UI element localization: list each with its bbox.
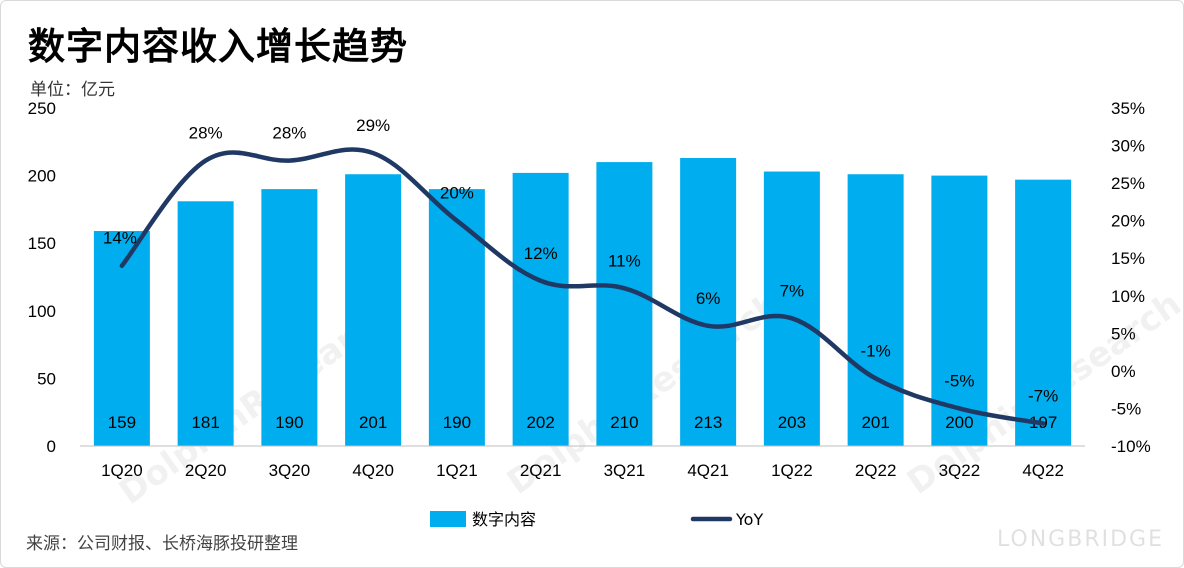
y-right-tick-label: 35% <box>1111 99 1145 118</box>
bar <box>1015 179 1072 446</box>
y-right-tick-label: 20% <box>1111 212 1145 231</box>
bar <box>177 201 234 446</box>
bar-value-label: 213 <box>694 413 722 432</box>
bar <box>428 189 485 446</box>
x-tick-label: 2Q21 <box>520 461 562 480</box>
bar-value-labels: 159 181 190 201 190 202 210 213 203 201 200 197 <box>108 413 1058 432</box>
yoy-label: 14% <box>103 229 137 248</box>
x-tick-label: 1Q21 <box>436 461 478 480</box>
bar <box>847 174 904 447</box>
yoy-label: -7% <box>1028 386 1058 405</box>
y-right-tick-label: 15% <box>1111 249 1145 268</box>
y-left-axis: 0 50 100 150 200 250 <box>28 99 56 456</box>
y-left-tick-label: 100 <box>28 302 56 321</box>
brand-watermark: LONGBRIDGE <box>996 527 1164 552</box>
x-tick-label: 3Q22 <box>939 461 981 480</box>
bar-value-label: 181 <box>191 413 219 432</box>
bar <box>680 158 737 447</box>
x-tick-label: 2Q20 <box>185 461 227 480</box>
y-right-tick-label: -10% <box>1111 437 1151 456</box>
x-axis: 1Q20 2Q20 3Q20 4Q20 1Q21 2Q21 3Q21 4Q21 1Q22 2Q22… <box>101 461 1064 480</box>
x-tick-label: 3Q21 <box>604 461 646 480</box>
bar-value-label: 159 <box>108 413 136 432</box>
y-right-tick-label: 25% <box>1111 174 1145 193</box>
bar-value-label: 201 <box>359 413 387 432</box>
source-note: 来源：公司财报、长桥海豚投研整理 <box>26 534 298 554</box>
y-left-tick-label: 0 <box>47 437 56 456</box>
y-left-tick-label: 200 <box>28 167 56 186</box>
bar-value-label: 203 <box>778 413 806 432</box>
y-right-axis: -10% -5% 0% 5% 10% 15% 20% 25% 30% 35% <box>1111 99 1151 456</box>
yoy-label: -5% <box>944 371 974 390</box>
yoy-label: 28% <box>189 124 223 143</box>
chart-title: 数字内容收入增长趋势 <box>28 25 408 68</box>
yoy-label: 20% <box>440 184 474 203</box>
legend-line-label: YoY <box>735 510 763 529</box>
unit-label: 单位：亿元 <box>30 80 115 100</box>
bar-value-label: 190 <box>443 413 471 432</box>
bar-value-label: 210 <box>610 413 638 432</box>
y-left-tick-label: 250 <box>28 99 56 118</box>
x-tick-label: 4Q20 <box>352 461 394 480</box>
x-tick-label: 3Q20 <box>269 461 311 480</box>
x-tick-label: 1Q20 <box>101 461 143 480</box>
y-right-tick-label: 5% <box>1111 324 1136 343</box>
x-tick-label: 4Q22 <box>1022 461 1064 480</box>
yoy-label: 29% <box>356 116 390 135</box>
bar <box>512 172 569 446</box>
bar-value-label: 200 <box>945 413 973 432</box>
y-right-tick-label: -5% <box>1111 399 1141 418</box>
yoy-label: -1% <box>861 341 891 360</box>
bar <box>596 162 653 446</box>
yoy-label: 7% <box>780 281 805 300</box>
bar-series <box>93 158 1072 447</box>
y-right-tick-label: 0% <box>1111 362 1136 381</box>
y-right-tick-label: 30% <box>1111 137 1145 156</box>
y-left-tick-label: 50 <box>37 369 56 388</box>
bar-value-label: 201 <box>861 413 889 432</box>
yoy-line <box>119 147 1046 426</box>
yoy-label: 28% <box>272 124 306 143</box>
yoy-labels: 14% 28% 28% 29% 20% 12% 11% 6% 7% -1% -5% -7% <box>103 116 1058 405</box>
y-right-tick-label: 10% <box>1111 287 1145 306</box>
bar-value-label: 190 <box>275 413 303 432</box>
bar <box>261 189 318 446</box>
legend: 数字内容 YoY <box>430 510 763 529</box>
legend-bar-label: 数字内容 <box>472 510 536 529</box>
x-tick-label: 4Q21 <box>687 461 729 480</box>
bar <box>763 171 820 446</box>
bar <box>345 174 402 447</box>
yoy-label: 12% <box>524 244 558 263</box>
x-tick-label: 2Q22 <box>855 461 897 480</box>
x-tick-label: 1Q22 <box>771 461 813 480</box>
bar-value-label: 202 <box>526 413 554 432</box>
bar <box>931 175 988 446</box>
yoy-label: 6% <box>696 289 721 308</box>
yoy-label: 11% <box>608 251 641 270</box>
legend-bar-swatch <box>430 511 466 527</box>
y-left-tick-label: 150 <box>28 234 56 253</box>
